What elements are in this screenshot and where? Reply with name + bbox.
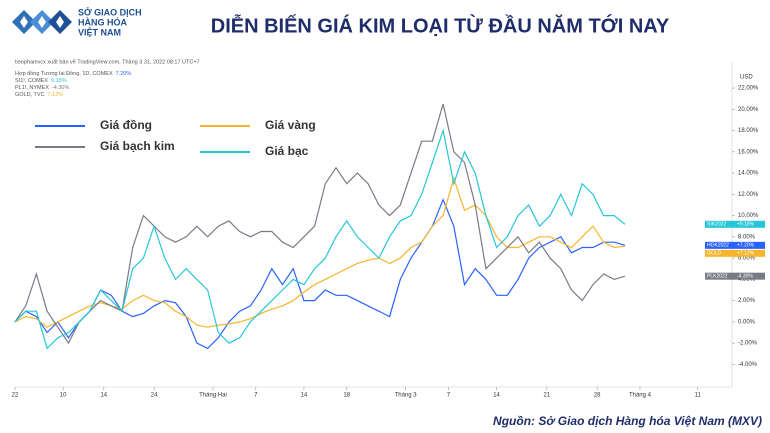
end-label-box — [705, 249, 765, 257]
logo-mark — [12, 10, 72, 34]
publish-note: tienphamvcx xuất bản về TradingView.com,… — [15, 59, 200, 65]
x-tick-label: 11 — [695, 393, 702, 399]
end-label-box — [705, 241, 765, 249]
x-tick-label: Tháng Hai — [199, 393, 227, 399]
x-tick-label: 14 — [100, 393, 107, 399]
end-label-box — [705, 272, 765, 280]
legend-label: Giá đồng — [100, 118, 152, 132]
x-tick-label: 7 — [447, 393, 451, 399]
series-line — [14, 198, 626, 350]
info-line: GOLD, TVC 7.12% — [15, 92, 63, 98]
y-tick-label: 0.00% — [738, 319, 756, 325]
info-name: Hợp đồng Tương lai Đồng, 1D, COMEX — [15, 71, 113, 77]
x-tick-label: Tháng 4 — [629, 393, 652, 399]
source-note: Nguồn: Sở Giao dịch Hàng hóa Việt Nam (M… — [493, 414, 762, 428]
legend-label: Giá vàng — [265, 118, 316, 132]
series-line — [14, 128, 626, 350]
logo-text: VIỆT NAM — [78, 26, 121, 37]
y-tick-label: -2.00% — [738, 341, 758, 347]
x-tick-label: 22 — [12, 393, 19, 399]
y-tick-label: 12.00% — [738, 192, 759, 198]
end-label-value: -4.30% — [737, 273, 753, 279]
x-tick-label: 14 — [301, 393, 308, 399]
info-line: Hợp đồng Tương lai Đồng, 1D, COMEX 7.20% — [15, 71, 131, 77]
chart-title: DIỄN BIẾN GIÁ KIM LOẠI TỪ ĐẦU NĂM TỚI NA… — [211, 13, 670, 37]
y-unit: USD — [740, 75, 753, 81]
info-name: PL1!, NYMEX — [15, 85, 49, 91]
legend-label: Giá bạch kim — [100, 139, 175, 153]
end-label-value: +7.20% — [737, 243, 755, 249]
y-tick-label: -4.00% — [738, 362, 758, 368]
y-tick-label: 18.00% — [738, 128, 759, 134]
x-tick-label: 21 — [544, 393, 551, 399]
y-tick-label: 6.00% — [738, 256, 756, 262]
x-tick-label: 24 — [151, 393, 158, 399]
legend-label: Giá bạc — [265, 144, 309, 158]
info-value: -4.30% — [52, 85, 70, 91]
y-tick-label: 14.00% — [738, 171, 759, 177]
end-label-symbol: GOLD — [707, 251, 722, 257]
info-line: SI1!, COMEX 9.18% — [15, 78, 67, 84]
y-tick-label: 2.00% — [738, 298, 756, 304]
end-label-box — [705, 220, 765, 228]
y-tick-label: 22.00% — [738, 86, 759, 92]
x-tick-label: 7 — [254, 393, 258, 399]
info-line: PL1!, NYMEX -4.30% — [15, 85, 69, 91]
x-tick-label: 28 — [594, 393, 601, 399]
y-tick-label: 4.00% — [738, 277, 756, 283]
end-label-value: +9.18% — [737, 222, 755, 228]
x-tick-label: 10 — [60, 393, 67, 399]
x-tick-label: 14 — [493, 393, 500, 399]
logo-text: SỞ GIAO DỊCH — [78, 6, 142, 17]
info-value: 7.20% — [116, 71, 132, 77]
y-tick-label: 8.00% — [738, 234, 756, 240]
info-name: SI1!, COMEX — [15, 78, 48, 84]
x-tick-label: 18 — [343, 393, 350, 399]
end-label-symbol: SIK2022 — [707, 222, 726, 228]
x-tick-label: Tháng 3 — [395, 393, 418, 399]
series-line — [14, 103, 626, 345]
info-value: 7.12% — [48, 92, 64, 98]
end-label-value: +7.12% — [737, 251, 755, 257]
end-label-symbol: HGK2022 — [707, 243, 729, 249]
end-label-symbol: PLK2022 — [707, 273, 728, 279]
y-tick-label: 10.00% — [738, 213, 759, 219]
y-tick-label: 20.00% — [738, 107, 759, 113]
info-name: GOLD, TVC — [15, 92, 45, 98]
y-tick-label: 16.00% — [738, 149, 759, 155]
info-value: 9.18% — [51, 78, 67, 84]
logo-text: HÀNG HÓA — [78, 16, 127, 27]
